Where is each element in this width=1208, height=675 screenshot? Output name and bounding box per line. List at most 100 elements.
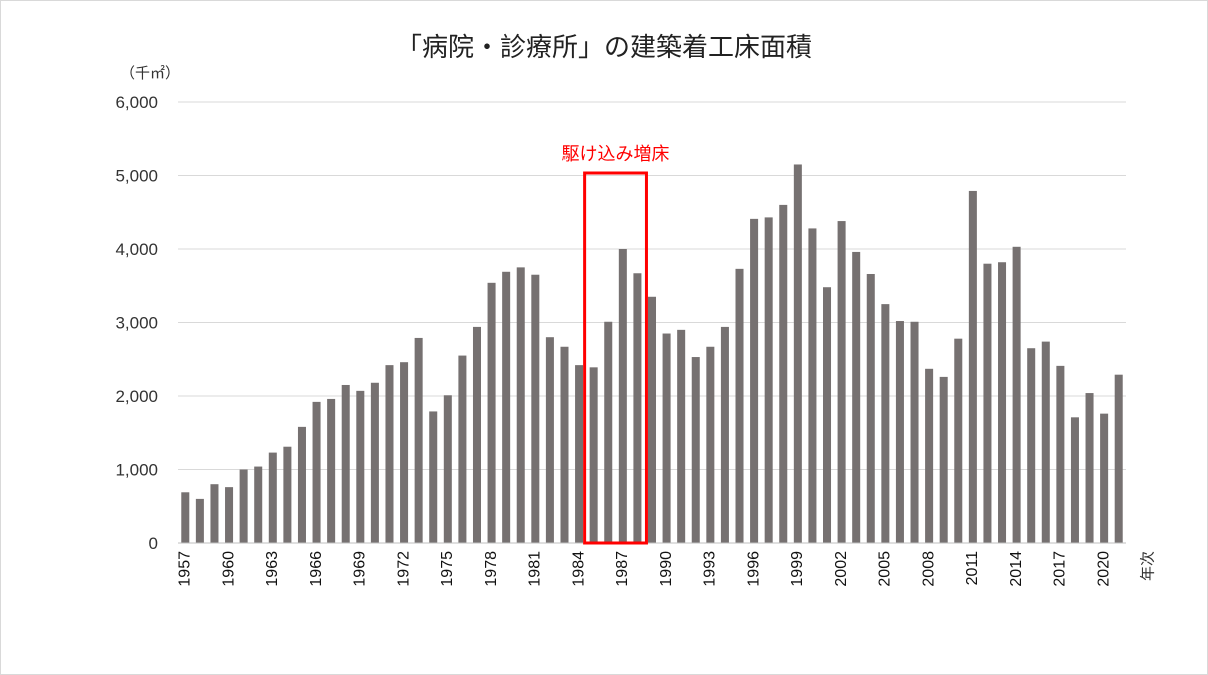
x-tick-label: 2020 [1095,551,1112,587]
bar [866,273,875,543]
bar [356,390,365,543]
x-tick-label: 1960 [220,551,237,587]
bars [181,164,1123,544]
y-tick-label: 0 [149,534,158,553]
bar [910,321,919,543]
bar [939,376,948,543]
bar [327,398,336,543]
gridlines [178,101,1126,470]
bar [1070,417,1079,543]
bar [1041,341,1050,543]
y-tick-label: 1,000 [115,461,158,480]
bar [458,355,467,543]
x-tick-label: 2002 [833,551,850,587]
bar [225,487,234,543]
bar [516,267,525,543]
x-tick-label: 2008 [920,551,937,587]
bar [312,401,321,543]
bar [968,190,977,543]
x-tick-label: 2017 [1052,551,1069,587]
bar [472,326,481,543]
bar [545,337,554,543]
bar [400,362,409,543]
x-tick-label: 2014 [1008,551,1025,587]
bar [341,384,350,543]
bar [502,271,511,543]
bar [589,367,598,543]
x-tick-label: 1987 [614,551,631,587]
y-tick-label: 3,000 [115,314,158,333]
annotation-label: 駆け込み増床 [562,144,670,165]
x-tick-label: 1990 [658,551,675,587]
bar [1056,365,1065,543]
bar [575,365,584,543]
bar [283,446,292,543]
bar [385,365,394,543]
bar [181,492,190,543]
bar [370,382,379,543]
bar [925,368,934,543]
x-tick-label: 1999 [789,551,806,587]
x-tick-label: 1996 [745,551,762,587]
bar [487,282,496,543]
bar [691,357,700,543]
annotation-box [583,171,648,545]
bar [750,218,759,544]
bar [1100,413,1109,543]
bar [560,346,569,543]
bar [239,469,248,543]
x-tick-label: 1984 [570,551,587,587]
bar [852,251,861,543]
bar [823,287,832,543]
bar [983,263,992,543]
y-unit-label: （千㎡） [120,64,180,82]
bar [1027,348,1036,543]
bar [1085,393,1094,543]
x-tick-label: 1981 [527,551,544,587]
bar [254,466,263,543]
bar [677,329,686,543]
bar [268,452,277,543]
bar [793,164,802,543]
bar [633,273,642,543]
bar [998,262,1007,543]
x-tick-label: 1975 [439,551,456,587]
bar [604,321,613,543]
x-tick-label: 1957 [177,551,194,587]
bar [764,217,773,543]
x-tick-label: 1978 [483,551,500,587]
x-tick-label: 1966 [308,551,325,587]
chart-title: 「病院・診療所」の建築着工床面積 [396,33,812,63]
bar [531,274,540,543]
bar [706,346,715,543]
bar [1012,246,1021,544]
x-tick-label: 1963 [264,551,281,587]
y-axis-ticks: 0 1,000 2,000 3,000 4,000 5,000 6,000 [115,93,158,553]
bar [443,395,452,543]
bar [1114,374,1123,543]
bar [881,304,890,543]
bar [954,338,963,543]
x-axis-ticks: 1957 1960 1963 1966 1969 1972 1975 1978 1981 1984… [177,551,1113,587]
y-tick-label: 4,000 [115,240,158,259]
x-tick-label: 2011 [964,551,981,586]
bar [662,333,671,543]
annotation: 駆け込み増床 [562,144,670,545]
bar [297,426,306,543]
x-tick-label: 1993 [702,551,719,587]
bar [647,296,657,543]
bar [837,221,846,543]
bar [720,326,729,543]
bar [735,268,744,543]
bar [414,337,423,543]
bar [618,249,627,543]
x-axis-label: 年次 [1139,551,1157,581]
x-tick-label: 1972 [395,551,412,587]
x-tick-label: 2005 [877,551,894,587]
bar [210,484,219,543]
bar [895,321,904,543]
y-tick-label: 6,000 [115,93,158,112]
bar [195,498,204,543]
